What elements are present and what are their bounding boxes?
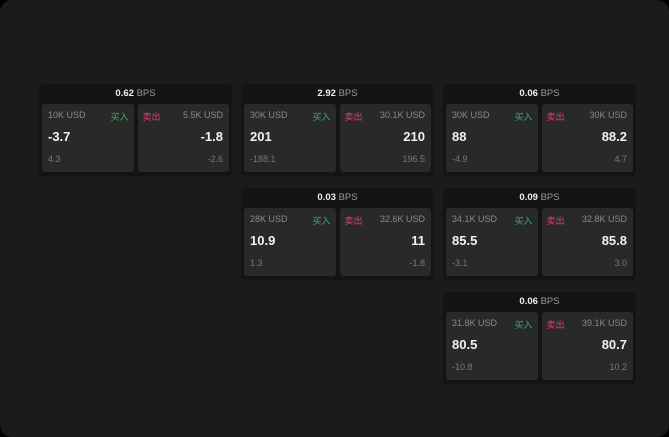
quote-card: 0.06 BPS 30K USD 买入 88 -4.9 卖出 30K USD 8… <box>443 84 636 176</box>
buy-price: 201 <box>250 129 272 144</box>
sell-panel[interactable]: 卖出 32.6K USD 11 -1.8 <box>339 208 431 276</box>
sell-panel[interactable]: 卖出 30K USD 88.2 4.7 <box>541 104 633 172</box>
spread-value: 2.92 <box>317 88 336 99</box>
sell-change: 3.0 <box>614 258 627 268</box>
sell-label: 卖出 <box>546 216 565 226</box>
sell-amount: 30K USD <box>589 110 627 120</box>
spread-value: 0.03 <box>317 192 336 203</box>
buy-panel[interactable]: 28K USD 买入 10.9 1.3 <box>244 208 336 276</box>
spread-header: 0.06 BPS <box>443 84 636 104</box>
buy-panel[interactable]: 30K USD 买入 88 -4.9 <box>446 104 538 172</box>
sell-price: 80.7 <box>601 337 627 352</box>
buy-change: -3.1 <box>452 258 468 268</box>
sell-amount: 39.1K USD <box>581 318 627 328</box>
buy-label: 买入 <box>312 112 331 122</box>
buy-amount: 30K USD <box>250 110 288 120</box>
buy-amount: 30K USD <box>452 110 490 120</box>
spread-header: 0.03 BPS <box>241 188 434 208</box>
buy-label: 买入 <box>514 320 533 330</box>
buy-change: 4.3 <box>48 154 61 164</box>
sell-change: 196.5 <box>402 154 425 164</box>
sell-label: 卖出 <box>546 320 565 330</box>
buy-panel[interactable]: 10K USD 买入 -3.7 4.3 <box>42 104 134 172</box>
sell-change: -1.8 <box>409 258 425 268</box>
buy-panel[interactable]: 34.1K USD 买入 85.5 -3.1 <box>446 208 538 276</box>
quote-card: 2.92 BPS 30K USD 买入 201 -188.1 卖出 30.1K … <box>241 84 434 176</box>
spread-header: 2.92 BPS <box>241 84 434 104</box>
buy-price: 88 <box>452 129 467 144</box>
sell-price: 210 <box>403 129 425 144</box>
spread-unit: BPS <box>540 192 560 203</box>
spread-header: 0.09 BPS <box>443 188 636 208</box>
buy-change: -188.1 <box>250 154 276 164</box>
sell-panel[interactable]: 卖出 5.5K USD -1.8 -2.6 <box>137 104 229 172</box>
buy-change: -4.9 <box>452 154 468 164</box>
buy-label: 买入 <box>110 112 129 122</box>
quote-card: 0.62 BPS 10K USD 买入 -3.7 4.3 卖出 5.5K USD… <box>39 84 232 176</box>
quote-card: 0.09 BPS 34.1K USD 买入 85.5 -3.1 卖出 32.8K… <box>443 188 636 280</box>
sell-price: 88.2 <box>601 129 627 144</box>
quote-card: 0.06 BPS 31.8K USD 买入 80.5 -10.8 卖出 39.1… <box>443 292 636 384</box>
sell-amount: 32.8K USD <box>581 214 627 224</box>
sell-label: 卖出 <box>344 112 363 122</box>
sell-price: 85.8 <box>601 233 627 248</box>
sell-change: -2.6 <box>207 154 223 164</box>
buy-price: -3.7 <box>48 129 71 144</box>
sell-amount: 5.5K USD <box>182 110 223 120</box>
buy-change: 1.3 <box>250 258 263 268</box>
buy-label: 买入 <box>514 112 533 122</box>
buy-label: 买入 <box>312 216 331 226</box>
buy-panel[interactable]: 30K USD 买入 201 -188.1 <box>244 104 336 172</box>
buy-amount: 10K USD <box>48 110 86 120</box>
spread-header: 0.62 BPS <box>39 84 232 104</box>
sell-amount: 32.6K USD <box>379 214 425 224</box>
sell-panel[interactable]: 卖出 30.1K USD 210 196.5 <box>339 104 431 172</box>
spread-unit: BPS <box>136 88 156 99</box>
spread-unit: BPS <box>540 88 560 99</box>
sell-price: -1.8 <box>200 129 223 144</box>
buy-amount: 34.1K USD <box>452 214 498 224</box>
spread-unit: BPS <box>540 296 560 307</box>
sell-price: 11 <box>411 233 425 248</box>
sell-amount: 30.1K USD <box>379 110 425 120</box>
sell-change: 10.2 <box>609 362 627 372</box>
sell-label: 卖出 <box>546 112 565 122</box>
spread-value: 0.09 <box>519 192 538 203</box>
buy-label: 买入 <box>514 216 533 226</box>
buy-change: -10.8 <box>452 362 473 372</box>
buy-price: 80.5 <box>452 337 478 352</box>
buy-amount: 28K USD <box>250 214 288 224</box>
spread-value: 0.62 <box>115 88 134 99</box>
sell-label: 卖出 <box>344 216 363 226</box>
spread-header: 0.06 BPS <box>443 292 636 312</box>
buy-amount: 31.8K USD <box>452 318 498 328</box>
spread-value: 0.06 <box>519 88 538 99</box>
sell-change: 4.7 <box>614 154 627 164</box>
buy-price: 85.5 <box>452 233 478 248</box>
sell-panel[interactable]: 卖出 32.8K USD 85.8 3.0 <box>541 208 633 276</box>
buy-price: 10.9 <box>250 233 276 248</box>
sell-label: 卖出 <box>142 112 161 122</box>
sell-panel[interactable]: 卖出 39.1K USD 80.7 10.2 <box>541 312 633 380</box>
spread-unit: BPS <box>338 192 358 203</box>
quote-card: 0.03 BPS 28K USD 买入 10.9 1.3 卖出 32.6K US… <box>241 188 434 280</box>
spread-unit: BPS <box>338 88 358 99</box>
buy-panel[interactable]: 31.8K USD 买入 80.5 -10.8 <box>446 312 538 380</box>
spread-value: 0.06 <box>519 296 538 307</box>
